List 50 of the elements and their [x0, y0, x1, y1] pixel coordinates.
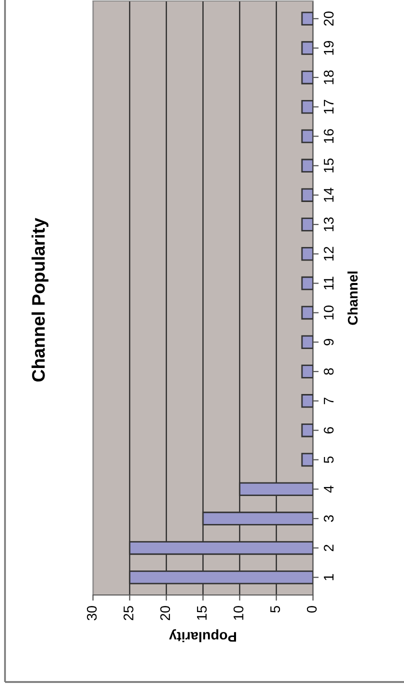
x-tick-label: 30 — [86, 606, 97, 620]
y-tick-label: 2 — [324, 544, 334, 552]
y-tick-label: 20 — [324, 11, 334, 26]
bar — [301, 218, 313, 232]
y-tick-label: 15 — [324, 158, 334, 172]
x-tick-label: 0 — [306, 606, 317, 613]
bar — [238, 482, 313, 496]
bar — [128, 570, 313, 584]
y-tick-label: 1 — [324, 574, 334, 580]
y-tick-label: 4 — [324, 486, 334, 493]
bar — [301, 129, 313, 144]
y-tick-label: 9 — [324, 338, 334, 346]
x-tick-label: 20 — [160, 606, 170, 620]
y-tick-label: 19 — [324, 40, 334, 55]
bar — [301, 70, 313, 84]
y-tick-label: 6 — [324, 427, 334, 434]
y-tick-label: 10 — [324, 306, 334, 320]
bar — [301, 41, 313, 55]
y-tick-label: 11 — [324, 276, 334, 290]
y-tick-label: 17 — [324, 100, 334, 114]
bar — [301, 394, 313, 408]
y-tick-label: 13 — [324, 217, 334, 232]
y-tick-label: 7 — [324, 398, 334, 404]
y-tick-label: 16 — [324, 129, 334, 143]
bar — [301, 276, 313, 290]
y-tick-label: 8 — [324, 368, 334, 375]
bar — [301, 100, 313, 114]
x-tick-label: 5 — [270, 606, 280, 613]
y-tick-label: 18 — [324, 70, 334, 84]
y-tick-label: 14 — [324, 188, 334, 202]
bar — [301, 335, 313, 349]
x-tick-label: 15 — [197, 606, 207, 620]
bar — [301, 188, 313, 202]
bar — [301, 158, 313, 173]
bar — [301, 364, 313, 378]
y-tick-label: 12 — [324, 246, 334, 261]
text: Channel Popularity — [32, 218, 48, 382]
y-axis-title: Channel — [347, 272, 358, 325]
bar — [301, 423, 313, 438]
bar — [301, 12, 313, 26]
bar — [301, 452, 313, 467]
x-axis-title: Popularity — [169, 629, 236, 642]
bar — [301, 247, 313, 261]
bar — [202, 512, 313, 526]
bar — [301, 306, 313, 320]
x-tick-label: 10 — [234, 606, 244, 620]
bar — [128, 541, 313, 555]
x-tick-label: 25 — [124, 606, 134, 620]
y-tick-label: 5 — [324, 456, 334, 464]
y-tick-label: 3 — [324, 515, 334, 522]
